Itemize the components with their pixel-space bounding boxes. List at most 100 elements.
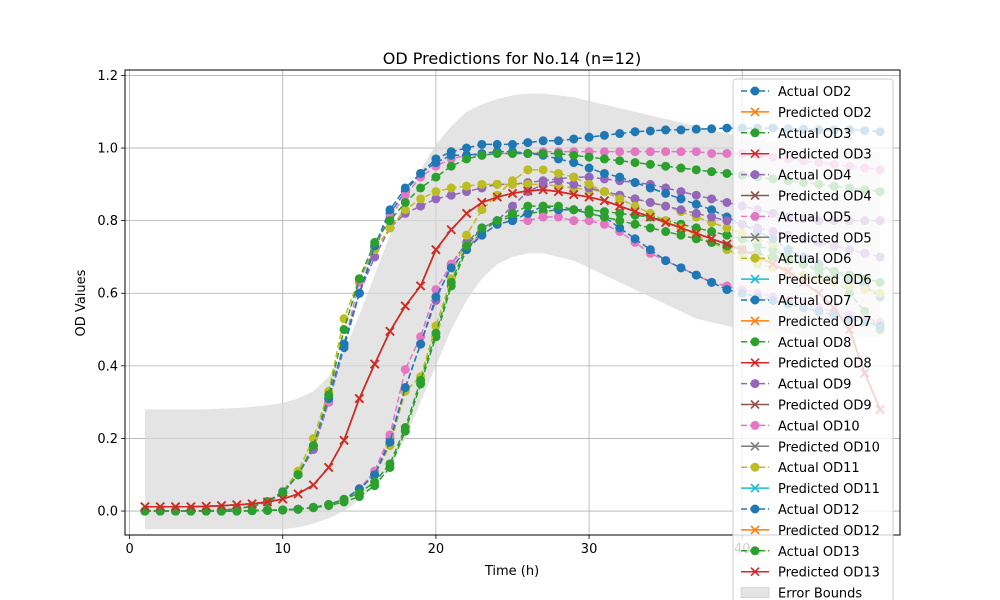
data-point	[722, 197, 732, 207]
data-point	[492, 192, 502, 202]
data-point	[232, 506, 242, 516]
data-point	[691, 270, 701, 280]
legend-item: Predicted OD5	[741, 231, 872, 246]
data-point	[400, 197, 410, 207]
data-point	[707, 124, 717, 134]
data-point	[477, 150, 487, 160]
data-point	[370, 477, 380, 487]
data-point	[339, 494, 349, 504]
legend-label: Predicted OD9	[778, 399, 872, 414]
data-point	[385, 437, 395, 447]
data-point	[155, 502, 165, 512]
legend-item: Predicted OD10	[741, 440, 880, 455]
data-point	[691, 147, 701, 157]
data-point	[278, 488, 288, 498]
data-point	[339, 435, 349, 445]
data-point	[354, 274, 364, 284]
data-point	[431, 328, 441, 338]
data-point	[416, 375, 426, 385]
data-point	[661, 125, 671, 135]
data-point	[523, 201, 533, 211]
data-point	[750, 337, 760, 347]
legend-label: Actual OD7	[778, 294, 851, 309]
legend-item: Actual OD10	[741, 419, 860, 434]
data-point	[140, 506, 150, 516]
data-point	[750, 232, 760, 242]
data-point	[750, 128, 760, 138]
legend-swatch-band	[740, 587, 770, 598]
data-point	[354, 288, 364, 298]
data-point	[615, 216, 625, 226]
data-point	[477, 179, 487, 189]
x-tick-label: 20	[428, 542, 445, 557]
data-point	[462, 181, 472, 191]
data-point	[477, 230, 487, 240]
data-point	[750, 170, 760, 180]
data-point	[523, 216, 533, 226]
data-point	[615, 172, 625, 182]
data-point	[385, 216, 395, 226]
data-point	[155, 506, 165, 516]
legend-label: Actual OD5	[778, 210, 851, 225]
data-point	[722, 168, 732, 178]
data-point	[216, 501, 227, 511]
data-point	[324, 462, 334, 473]
data-point	[308, 480, 318, 490]
data-point	[707, 194, 717, 204]
data-point	[584, 208, 594, 218]
data-point	[416, 281, 426, 291]
legend-label: Actual OD13	[778, 545, 860, 560]
data-point	[676, 230, 686, 240]
data-point	[523, 179, 533, 189]
data-point	[400, 205, 410, 215]
data-point	[645, 159, 655, 169]
data-point	[691, 199, 701, 209]
legend-item: Actual OD11	[741, 461, 860, 476]
x-tick-label: 30	[581, 542, 598, 557]
data-point	[750, 420, 760, 430]
legend-item: Predicted OD12	[741, 524, 880, 539]
data-point	[446, 150, 456, 160]
data-point	[707, 205, 717, 215]
data-point	[186, 502, 196, 512]
data-point	[416, 332, 426, 342]
data-point	[630, 207, 640, 217]
data-point	[750, 316, 760, 326]
data-point	[308, 441, 318, 451]
data-point	[584, 152, 594, 162]
data-point	[750, 379, 760, 389]
data-point	[750, 567, 760, 577]
data-point	[400, 383, 410, 393]
data-point	[569, 189, 579, 200]
data-point	[645, 197, 655, 207]
data-point	[661, 161, 671, 171]
data-point	[750, 546, 760, 556]
data-point	[750, 211, 760, 221]
data-point	[523, 208, 533, 218]
data-point	[584, 192, 594, 202]
data-point	[553, 212, 563, 222]
data-point	[400, 301, 410, 311]
data-point	[492, 148, 502, 158]
data-point	[569, 205, 579, 215]
data-point	[553, 168, 563, 178]
data-point	[630, 234, 640, 244]
data-point	[750, 107, 760, 117]
legend-label: Actual OD8	[778, 336, 851, 351]
data-point	[508, 216, 517, 226]
data-point	[615, 223, 625, 233]
data-point	[750, 399, 760, 410]
data-point	[707, 277, 717, 287]
data-point	[569, 150, 579, 160]
data-point	[691, 228, 701, 238]
data-point	[416, 339, 426, 349]
data-point	[477, 197, 487, 208]
data-point	[308, 502, 318, 512]
legend-label: Actual OD3	[778, 127, 851, 142]
data-point	[400, 190, 410, 200]
data-point	[293, 489, 303, 499]
data-point	[615, 147, 625, 157]
data-point	[354, 488, 364, 498]
data-point	[750, 462, 760, 472]
